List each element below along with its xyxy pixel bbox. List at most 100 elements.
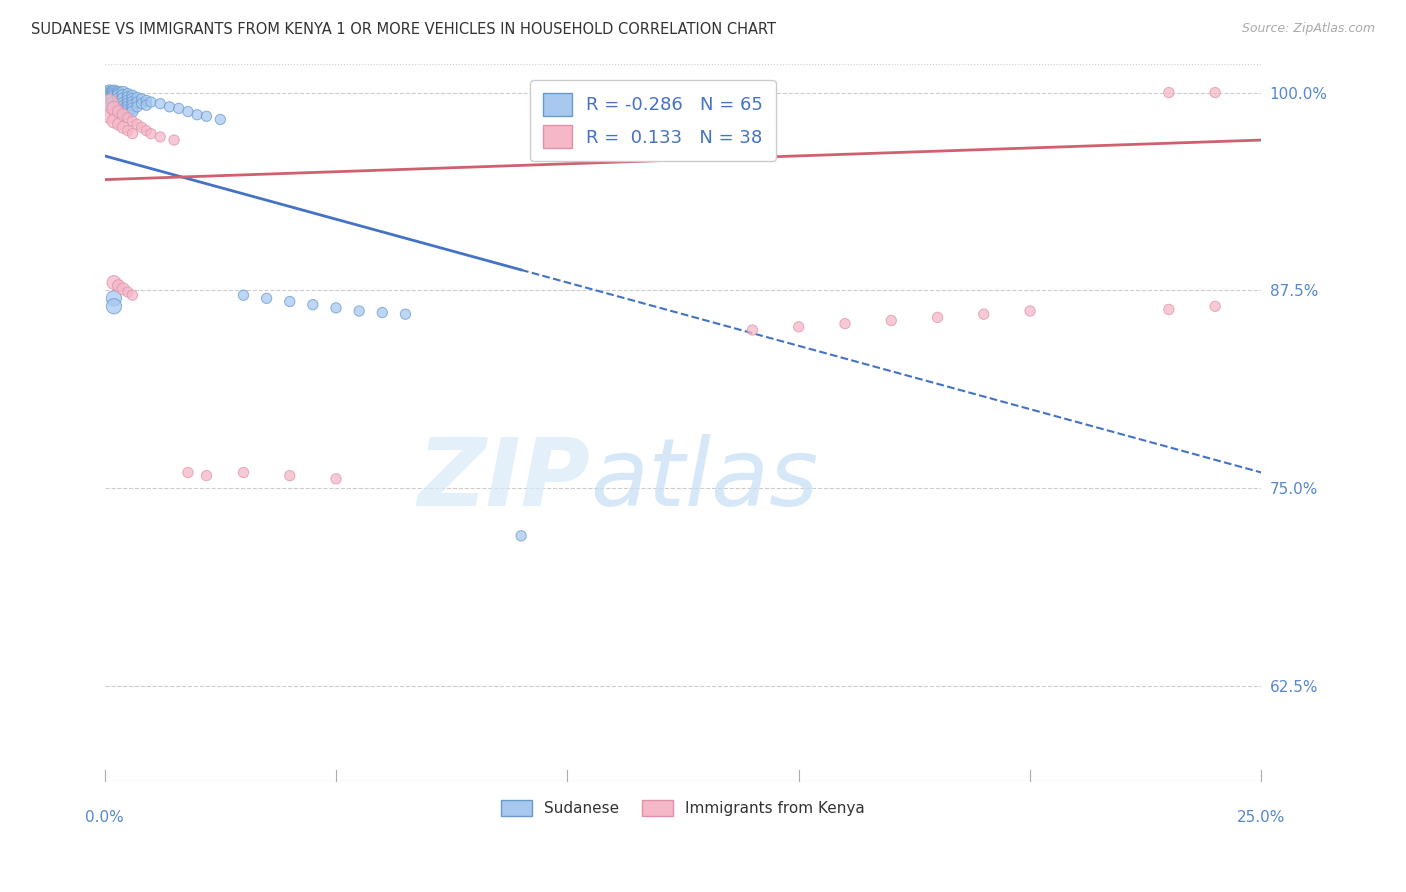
Text: 0.0%: 0.0% — [86, 810, 124, 825]
Point — [394, 307, 416, 321]
Point — [117, 90, 139, 104]
Point — [98, 87, 121, 102]
Point — [112, 100, 135, 114]
Point — [125, 100, 148, 114]
Point — [103, 90, 125, 104]
Point — [98, 88, 121, 103]
Point — [112, 103, 135, 117]
Point — [103, 88, 125, 103]
Point — [103, 102, 125, 116]
Point — [103, 299, 125, 313]
Text: ZIP: ZIP — [418, 434, 591, 526]
Point — [103, 86, 125, 100]
Point — [112, 92, 135, 106]
Point — [510, 529, 533, 543]
Point — [834, 317, 856, 331]
Point — [371, 305, 394, 319]
Point — [107, 88, 129, 103]
Point — [112, 106, 135, 120]
Point — [121, 114, 143, 128]
Point — [1204, 86, 1226, 100]
Point — [117, 106, 139, 120]
Point — [149, 96, 172, 111]
Point — [103, 87, 125, 102]
Point — [302, 298, 325, 312]
Point — [1204, 299, 1226, 313]
Point — [278, 294, 301, 309]
Point — [107, 104, 129, 119]
Point — [741, 323, 763, 337]
Point — [103, 96, 125, 111]
Point — [107, 96, 129, 111]
Point — [112, 282, 135, 296]
Point — [112, 96, 135, 111]
Point — [973, 307, 995, 321]
Point — [103, 276, 125, 290]
Text: atlas: atlas — [591, 434, 818, 525]
Point — [278, 468, 301, 483]
Point — [121, 95, 143, 109]
Point — [112, 120, 135, 135]
Text: 25.0%: 25.0% — [1237, 810, 1285, 825]
Point — [112, 108, 135, 122]
Point — [195, 468, 218, 483]
Point — [117, 111, 139, 125]
Point — [159, 100, 181, 114]
Point — [117, 285, 139, 299]
Point — [121, 127, 143, 141]
Point — [232, 288, 254, 302]
Point — [1157, 86, 1180, 100]
Point — [121, 98, 143, 112]
Point — [787, 319, 810, 334]
Point — [125, 95, 148, 109]
Point — [1157, 302, 1180, 317]
Point — [121, 104, 143, 119]
Point — [131, 96, 153, 111]
Point — [107, 104, 129, 119]
Point — [186, 108, 208, 122]
Point — [325, 301, 347, 315]
Point — [135, 123, 157, 137]
Point — [117, 94, 139, 108]
Point — [125, 90, 148, 104]
Point — [112, 86, 135, 100]
Point — [98, 96, 121, 111]
Point — [112, 88, 135, 103]
Point — [103, 92, 125, 106]
Point — [1019, 304, 1042, 318]
Point — [209, 112, 232, 127]
Point — [177, 104, 200, 119]
Point — [135, 94, 157, 108]
Point — [107, 87, 129, 102]
Text: Source: ZipAtlas.com: Source: ZipAtlas.com — [1241, 22, 1375, 36]
Point — [135, 98, 157, 112]
Point — [167, 102, 190, 116]
Point — [107, 100, 129, 114]
Point — [880, 313, 903, 327]
Point — [117, 103, 139, 117]
Point — [107, 92, 129, 106]
Point — [107, 102, 129, 116]
Point — [117, 87, 139, 102]
Point — [149, 129, 172, 144]
Point — [139, 127, 162, 141]
Point — [98, 90, 121, 104]
Point — [347, 304, 370, 318]
Point — [131, 92, 153, 106]
Point — [103, 102, 125, 116]
Point — [163, 133, 186, 147]
Point — [121, 92, 143, 106]
Point — [117, 123, 139, 137]
Point — [107, 86, 129, 100]
Point — [98, 86, 121, 100]
Point — [121, 88, 143, 103]
Point — [325, 472, 347, 486]
Point — [177, 466, 200, 480]
Point — [103, 291, 125, 305]
Point — [131, 120, 153, 135]
Point — [103, 114, 125, 128]
Point — [117, 100, 139, 114]
Point — [107, 278, 129, 293]
Point — [256, 291, 278, 305]
Point — [121, 288, 143, 302]
